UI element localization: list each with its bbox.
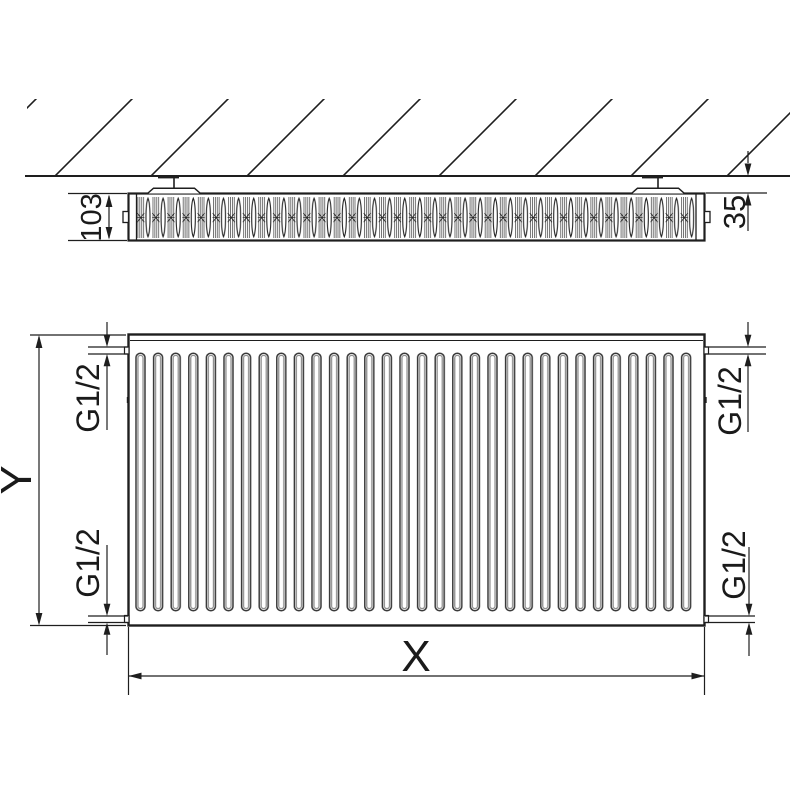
bracket-clamp	[631, 187, 685, 195]
arrow-down	[103, 334, 111, 347]
stub-top-left	[123, 346, 130, 355]
mounting-bracket-right	[631, 175, 685, 195]
arrow-up	[744, 193, 752, 206]
arrow-up	[744, 354, 752, 367]
height-dimension-label: Y	[0, 465, 41, 494]
arrow-right	[691, 672, 705, 680]
arrow-up	[35, 335, 43, 348]
wall-section	[25, 99, 790, 177]
connection-label-bottom-right: G1/2	[716, 530, 752, 599]
dim-connection-bottom-right	[705, 547, 755, 656]
arrow-up	[745, 622, 753, 635]
dim-depth	[68, 192, 127, 242]
dim-connection-top-left	[88, 322, 128, 430]
dim-connection-top-right	[705, 322, 766, 432]
right-edge-nub	[704, 397, 707, 403]
arrow-up	[105, 194, 113, 207]
arrow-down	[35, 613, 43, 626]
right-connection-tab	[703, 210, 711, 224]
dim-connection-bottom-left	[88, 545, 128, 655]
bracket-clamp	[147, 187, 201, 195]
wall-distance-dimension-label: 35	[717, 195, 752, 229]
top-view-core-pattern	[137, 197, 696, 238]
arrow-up	[103, 622, 111, 635]
connection-label-top-left: G1/2	[70, 363, 106, 432]
dim-wall-distance	[706, 151, 767, 231]
left-edge-nub	[126, 397, 130, 403]
width-dimension-label: X	[401, 632, 430, 681]
bracket-foot	[158, 175, 179, 179]
depth-dimension-label: 103	[76, 193, 108, 241]
arrow-down	[103, 603, 111, 616]
bracket-foot	[642, 175, 663, 179]
arrow-down	[744, 334, 752, 347]
left-connection-tab	[122, 210, 130, 224]
front-view-grooves	[133, 352, 695, 613]
radiator-top-view	[122, 192, 711, 242]
arrow-up	[103, 354, 111, 367]
mounting-bracket-left	[147, 175, 201, 195]
connection-label-top-right: G1/2	[712, 366, 748, 435]
arrow-down	[745, 603, 753, 616]
dim-width	[127, 627, 706, 695]
wall-hatch	[27, 99, 790, 176]
arrow-down	[105, 227, 113, 240]
connection-label-bottom-left: G1/2	[70, 528, 106, 597]
arrow-down	[744, 163, 752, 176]
arrow-left	[128, 672, 142, 680]
radiator-front-view	[123, 333, 710, 627]
stub-top-right	[703, 346, 710, 355]
